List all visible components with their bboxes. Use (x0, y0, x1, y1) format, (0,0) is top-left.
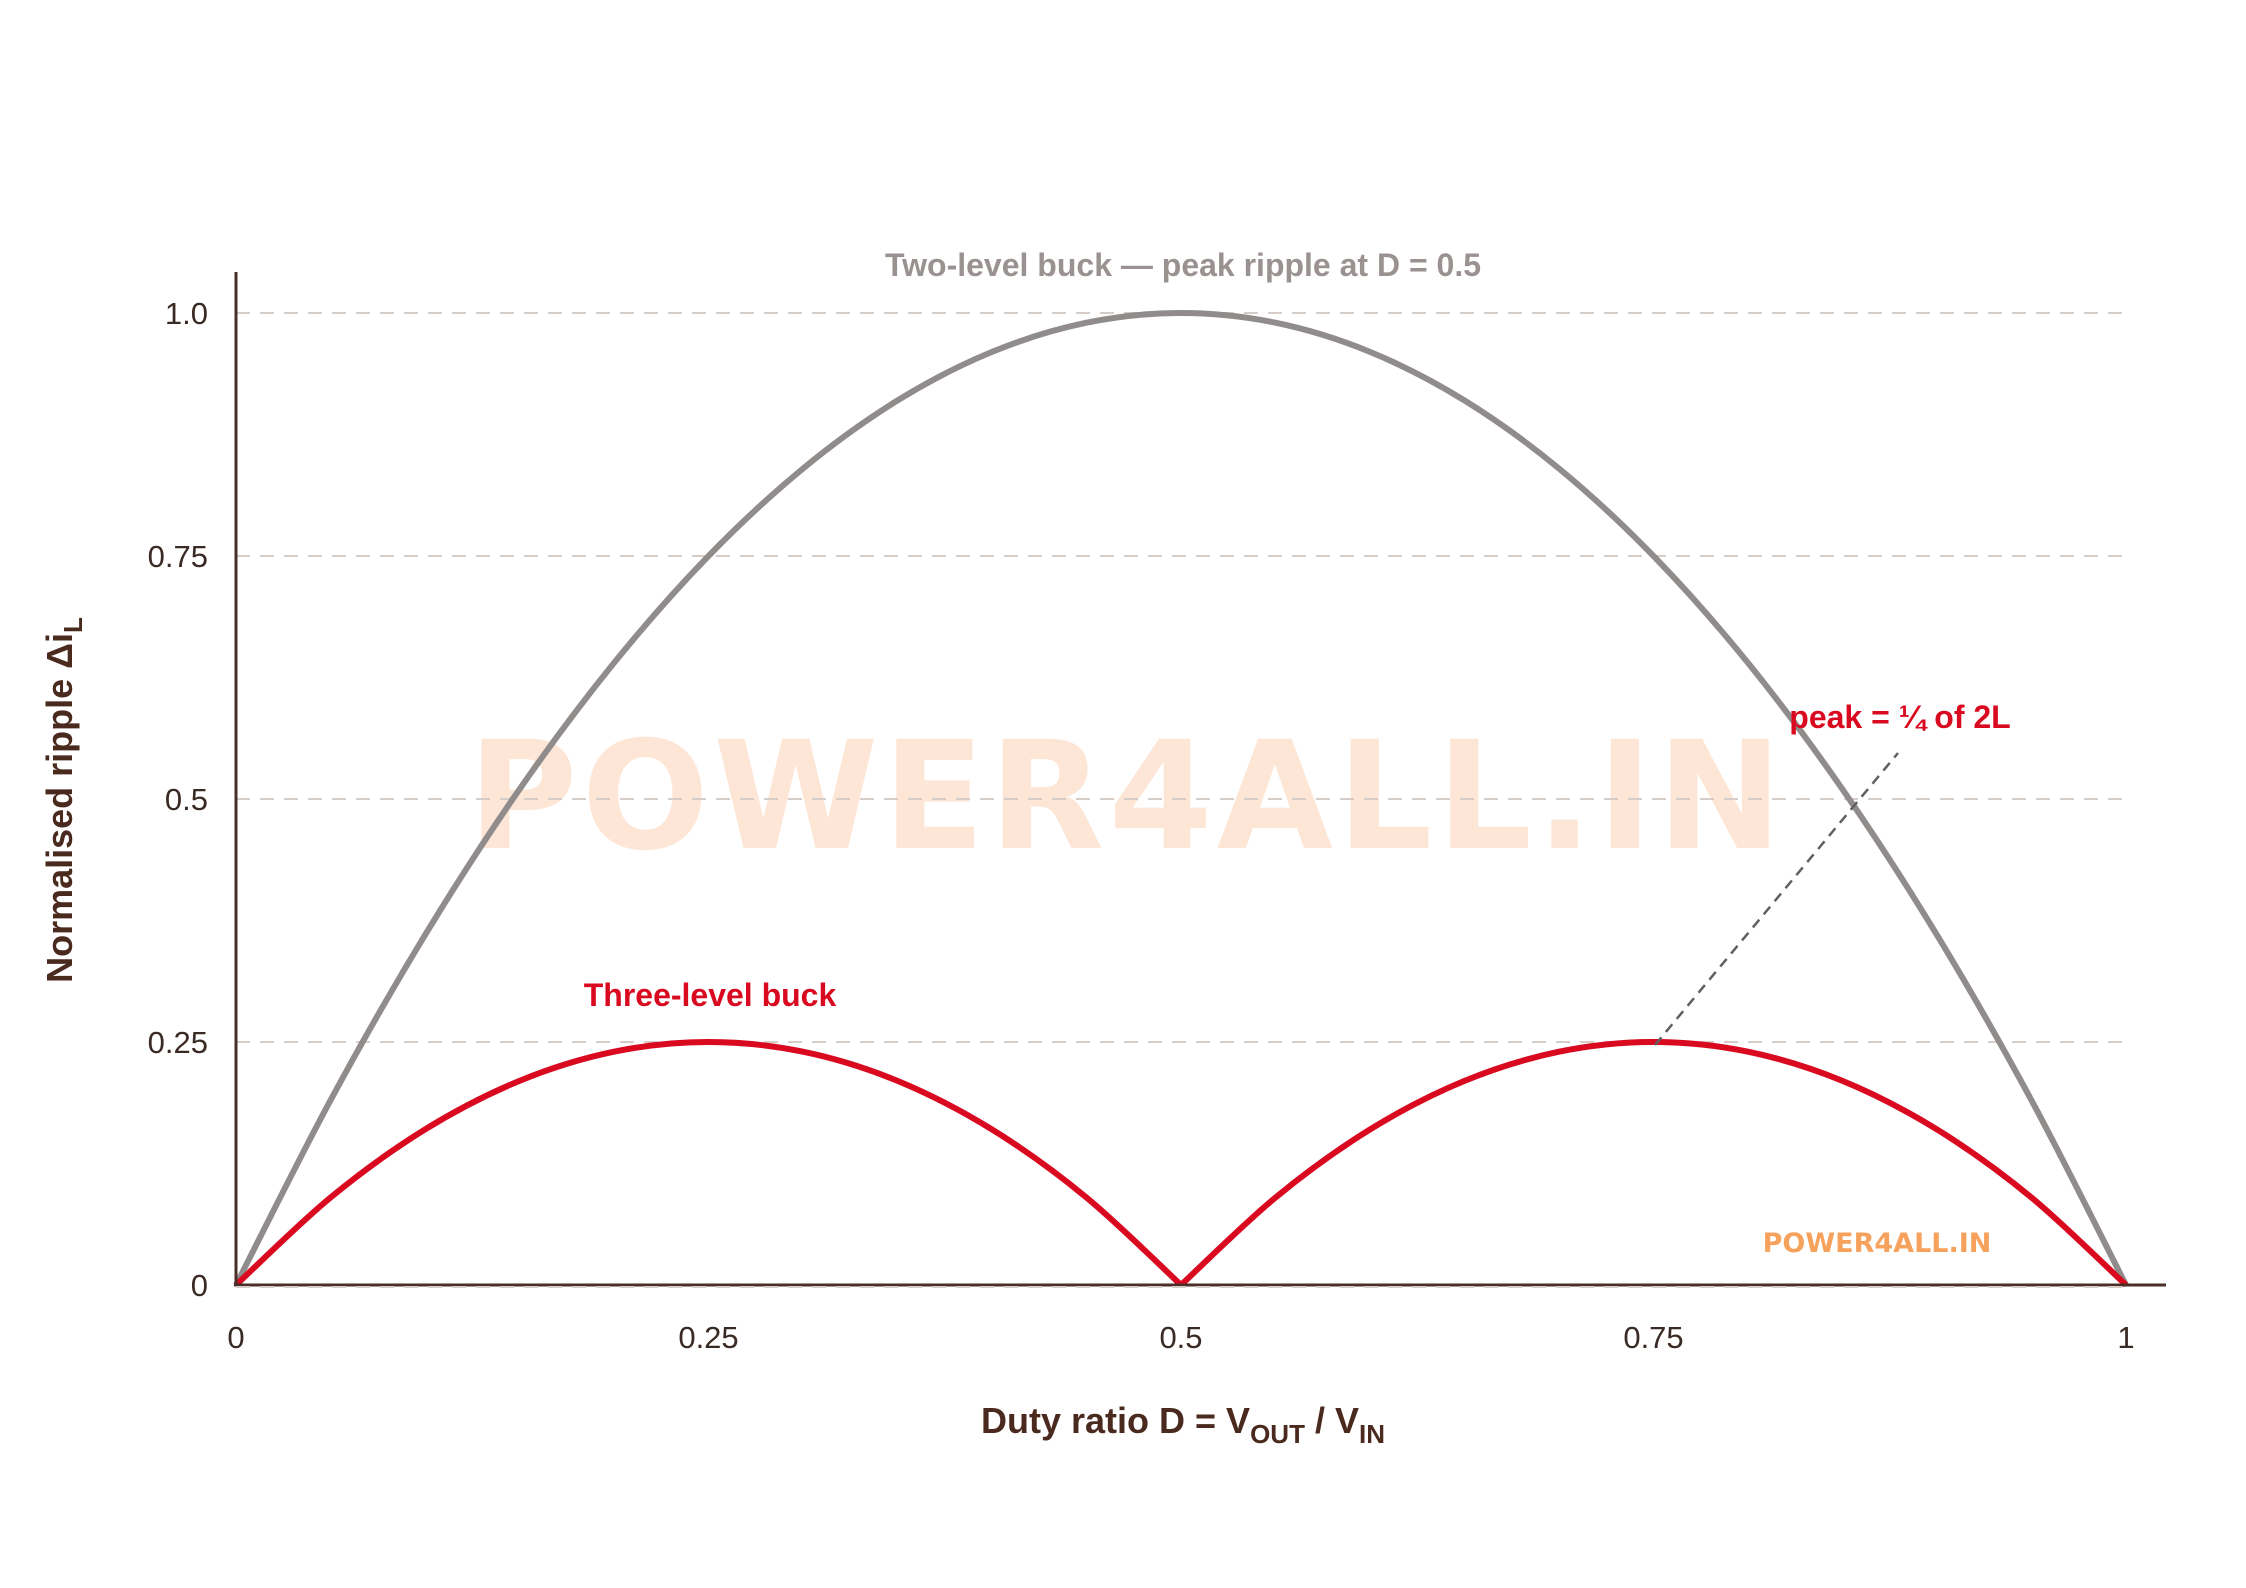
y-tick-label: 1.0 (165, 296, 208, 331)
x-tick-label: 0.75 (1623, 1320, 1683, 1355)
y-tick-label: 0.5 (165, 782, 208, 817)
two-level-buck-label: Two-level buck — peak ripple at D = 0.5 (885, 247, 1481, 283)
x-axis-title-main: Duty ratio D = V (981, 1400, 1250, 1441)
y-axis-title-sub: L (58, 617, 88, 633)
x-axis-title-sub-out: OUT (1250, 1419, 1305, 1449)
y-axis-title: Normalised ripple ΔiL (39, 617, 88, 983)
x-axis-title-mid: / V (1305, 1400, 1359, 1441)
x-tick-label: 1 (2117, 1320, 2134, 1355)
x-tick-label: 0.5 (1159, 1320, 1202, 1355)
x-tick-label: 0 (227, 1320, 244, 1355)
watermark-large: POWER4ALL.IN (468, 710, 1787, 884)
grid-lines (236, 312, 2126, 1043)
three-level-buck-line (233, 1039, 2129, 1288)
x-axis-title: Duty ratio D = VOUT / VIN (981, 1400, 1385, 1449)
y-tick-label: 0 (191, 1268, 208, 1303)
peak-leader-line (1654, 752, 1899, 1046)
x-tick-label: 0.25 (678, 1320, 738, 1355)
y-tick-labels: 0 0.25 0.5 0.75 1.0 (148, 296, 208, 1303)
series-lines (233, 310, 2129, 1288)
watermark-small: POWER4ALL.IN (1763, 1228, 1992, 1259)
x-axis-title-sub-in: IN (1359, 1419, 1385, 1449)
x-tick-labels: 0 0.25 0.5 0.75 1 (227, 1320, 2134, 1355)
y-tick-label: 0.75 (148, 539, 208, 574)
three-level-buck-label: Three-level buck (584, 977, 837, 1013)
two-level-buck-line (233, 310, 2129, 1287)
y-axis-title-main: Normalised ripple Δi (39, 633, 80, 983)
peak-note-label: peak = ¼ of 2L (1789, 699, 2010, 735)
y-tick-label: 0.25 (148, 1025, 208, 1060)
